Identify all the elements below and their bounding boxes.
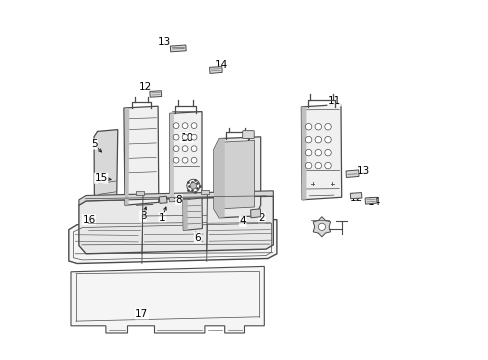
Circle shape	[305, 149, 311, 156]
Polygon shape	[346, 170, 358, 177]
Text: 13: 13	[356, 166, 369, 176]
Text: 14: 14	[214, 60, 227, 70]
Circle shape	[324, 136, 330, 143]
Polygon shape	[159, 196, 167, 203]
Text: 2: 2	[258, 213, 264, 223]
Circle shape	[190, 183, 196, 189]
Circle shape	[305, 162, 311, 169]
Text: 13: 13	[158, 37, 171, 48]
Polygon shape	[71, 266, 264, 333]
Polygon shape	[183, 198, 202, 230]
Circle shape	[186, 179, 200, 192]
Polygon shape	[221, 140, 254, 209]
Circle shape	[305, 123, 311, 130]
Polygon shape	[365, 197, 376, 204]
Polygon shape	[94, 130, 118, 202]
Circle shape	[173, 146, 179, 152]
Text: 9: 9	[243, 134, 249, 144]
Circle shape	[191, 134, 197, 140]
Circle shape	[182, 146, 187, 152]
Polygon shape	[250, 209, 260, 218]
Polygon shape	[125, 108, 129, 205]
Text: 7: 7	[314, 226, 321, 236]
Text: 6: 6	[194, 233, 201, 243]
Text: 1: 1	[159, 213, 165, 223]
Text: 8: 8	[175, 195, 182, 205]
Circle shape	[324, 162, 330, 169]
Polygon shape	[123, 106, 159, 205]
Circle shape	[173, 134, 179, 140]
Text: 15: 15	[94, 173, 108, 183]
Circle shape	[191, 157, 197, 163]
Text: 4: 4	[239, 216, 245, 226]
Circle shape	[305, 136, 311, 143]
Circle shape	[182, 157, 187, 163]
Polygon shape	[213, 139, 224, 218]
Text: 5: 5	[90, 139, 97, 149]
Text: 3: 3	[140, 211, 146, 221]
Circle shape	[324, 123, 330, 130]
Polygon shape	[312, 217, 330, 237]
Circle shape	[314, 123, 321, 130]
Text: 14: 14	[366, 197, 380, 207]
Circle shape	[318, 223, 325, 230]
Polygon shape	[183, 199, 187, 230]
Circle shape	[191, 146, 197, 152]
Polygon shape	[209, 67, 222, 73]
Polygon shape	[79, 191, 273, 205]
Polygon shape	[170, 45, 186, 52]
Circle shape	[324, 149, 330, 156]
Polygon shape	[69, 220, 276, 264]
Text: 12: 12	[139, 82, 152, 92]
Circle shape	[314, 149, 321, 156]
Polygon shape	[213, 137, 260, 218]
Circle shape	[182, 134, 187, 140]
Polygon shape	[169, 112, 202, 202]
Polygon shape	[301, 104, 341, 200]
Circle shape	[182, 123, 187, 129]
Text: 11: 11	[327, 96, 341, 106]
Circle shape	[173, 123, 179, 129]
Text: 12: 12	[349, 193, 362, 203]
Circle shape	[173, 157, 179, 163]
Polygon shape	[301, 107, 306, 200]
Polygon shape	[349, 193, 361, 199]
Polygon shape	[149, 91, 162, 97]
Circle shape	[191, 123, 197, 129]
FancyBboxPatch shape	[242, 131, 254, 139]
Bar	[201, 190, 208, 194]
Text: 16: 16	[82, 215, 96, 225]
Polygon shape	[169, 113, 174, 202]
Text: 17: 17	[135, 309, 148, 319]
Bar	[136, 191, 143, 195]
Polygon shape	[79, 196, 273, 254]
Circle shape	[314, 136, 321, 143]
Circle shape	[314, 162, 321, 169]
Text: 10: 10	[180, 132, 193, 143]
